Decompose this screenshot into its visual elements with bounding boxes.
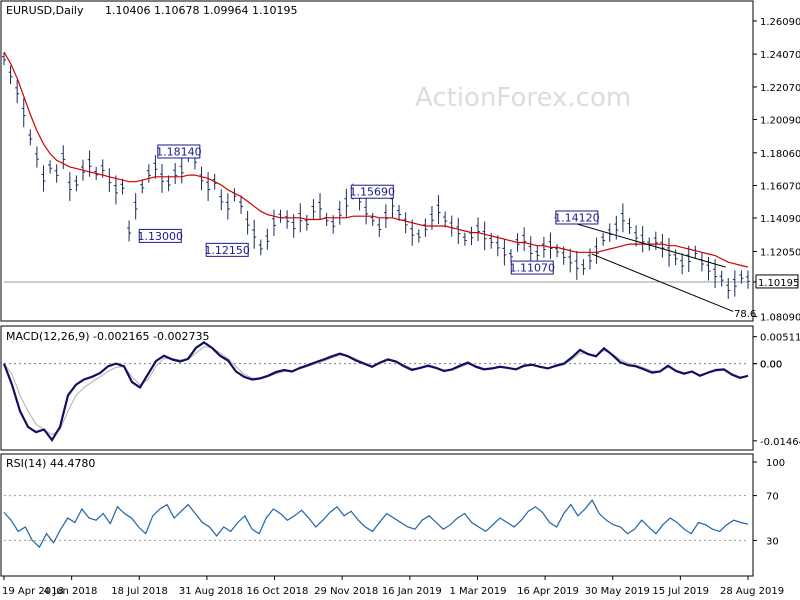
price-axis-label: 1.14090	[760, 214, 800, 225]
last-price-tag-label: 1.10195	[758, 278, 799, 289]
macd-axis-label: 0.00	[760, 360, 782, 371]
price-panel-frame	[0, 0, 754, 322]
x-axis-label: 16 Apr 2019	[517, 586, 579, 597]
macd-line	[2, 341, 749, 443]
price-axis-label: 1.12050	[760, 247, 800, 258]
rsi-line	[3, 499, 749, 549]
macd-panel-frame	[0, 325, 754, 451]
price-callout-box	[205, 242, 249, 257]
price-callout-label: 1.13000	[137, 230, 183, 243]
price-callout-label: 1.12150	[204, 244, 250, 257]
price-callout-label: 1.18140	[156, 145, 202, 158]
channel-upper-line	[554, 217, 726, 268]
macd-axis-label: 0.00	[760, 360, 782, 371]
ohlc-header: 1.10406 1.10678 1.09964 1.10195	[105, 4, 297, 17]
macd-signal-line	[3, 346, 749, 436]
axis-layer: 1.26090 1.24070 1.22070 1.20090 1.18060 1.160…	[2, 17, 800, 597]
macd-title: MACD(12,26,9) -0.002165 -0.002735	[6, 330, 209, 343]
x-axis-label: 16 Oct 2018	[247, 586, 309, 597]
watermark: ActionForex.com	[415, 83, 631, 113]
rsi-title: RSI(14) 44.4780	[6, 457, 95, 470]
macd-axis-label: -0.014647	[760, 437, 800, 448]
price-axis-label: 1.22070	[760, 83, 800, 94]
price-callout-box	[157, 144, 201, 159]
price-callout-box	[510, 260, 554, 275]
x-axis-label: 30 May 2019	[585, 586, 650, 597]
price-axis-label: 1.26090	[760, 17, 800, 28]
price-axis-label: 1.18060	[760, 149, 800, 160]
price-callout-box	[555, 210, 599, 225]
x-axis-label: 18 Jul 2018	[111, 586, 168, 597]
x-axis-label: 16 Jan 2019	[382, 586, 442, 597]
x-axis-label: 1 Mar 2019	[449, 586, 506, 597]
macd-layer	[2, 341, 749, 443]
macd-axis-label: 0.005114	[760, 333, 800, 344]
last-price-tag	[755, 274, 799, 289]
rsi-layer	[3, 495, 749, 549]
x-axis-label: 29 Nov 2018	[314, 586, 378, 597]
rsi-axis-label: 100	[766, 458, 785, 469]
price-callout-label: 1.14120	[554, 212, 600, 225]
price-callout-label: 1.11070	[509, 262, 555, 275]
price-layer: 1.18140 1.13000 1.15690 1.12150 1.14120 1.110…	[2, 51, 756, 320]
x-axis-label: 15 Jul 2019	[652, 586, 709, 597]
price-callout-label: 1.15690	[350, 186, 396, 199]
x-axis-label: 19 Apr 2018	[2, 586, 64, 597]
price-axis-label: 1.24070	[760, 50, 800, 61]
price-axis-label: 1.20090	[760, 115, 800, 126]
price-callout-box	[138, 228, 182, 243]
rsi-axis-label: 70	[766, 492, 779, 503]
price-axis-label: 1.08090	[760, 313, 800, 324]
fib-label: 78.6	[734, 309, 756, 320]
x-axis-label: 31 Aug 2018	[179, 586, 243, 597]
x-axis-label: 4 Jun 2018	[44, 586, 98, 597]
price-axis-label: 1.16070	[760, 181, 800, 192]
channel-lower-line	[591, 253, 734, 312]
price-title: EURUSD,Daily	[6, 4, 84, 17]
rsi-axis-label: 30	[766, 536, 779, 547]
x-axis-label: 28 Aug 2019	[720, 586, 784, 597]
price-callout-box	[350, 184, 394, 199]
moving-average-line	[3, 51, 749, 268]
rsi-panel-frame	[0, 453, 754, 577]
